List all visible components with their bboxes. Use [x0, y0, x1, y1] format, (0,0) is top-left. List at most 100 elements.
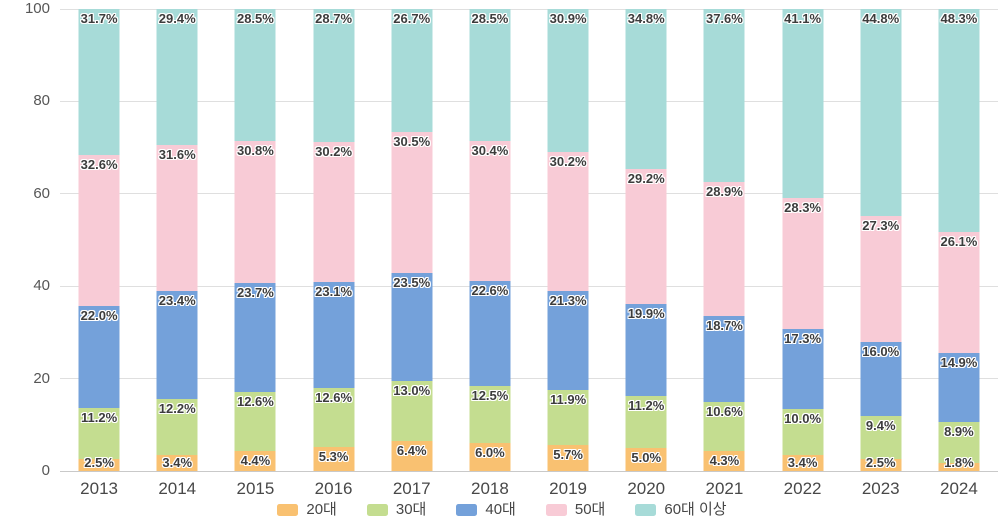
x-axis-tick-label: 2022 — [783, 479, 822, 498]
bar-segment-20대 — [860, 459, 902, 471]
bar-segment-50대 — [313, 142, 355, 282]
segment-value-label: 17.3% — [784, 331, 822, 347]
bar-segment-30대 — [938, 421, 980, 463]
segment-value-label: 14.9% — [940, 354, 978, 370]
bar-segment-40대 — [156, 290, 198, 399]
bar-column-2024: 2024 1.8% 8.9% 14.9% 26.1% 48.3% — [920, 9, 998, 498]
bar-segment-60대 이상 — [234, 9, 276, 141]
bar-segment-30대 — [78, 407, 120, 460]
stacked-bar-2017: 6.4% 13.0% 23.5% 30.5% 26.7% — [391, 8, 433, 471]
bar-segment-60대 이상 — [625, 8, 667, 170]
segment-value-label: 13.0% — [393, 383, 431, 399]
plot-area: 0 20 40 60 80 100 2013 2.5% 11.2% 22.0% 32.6% 31.7%… — [25, 1, 998, 498]
gridline-y-0 — [60, 470, 998, 472]
segment-value-label: 3.4% — [787, 455, 818, 470]
segment-value-label: 1.8% — [944, 455, 974, 470]
x-axis-tick-label: 2023 — [861, 479, 900, 498]
y-axis-tick-label: 100 — [24, 0, 50, 17]
segment-value-label: 9.4% — [865, 418, 896, 434]
bar-segment-50대 — [782, 198, 824, 330]
bar-segment-50대 — [703, 182, 745, 316]
y-axis-tick-label: 20 — [33, 369, 50, 387]
segment-value-label: 12.6% — [236, 394, 274, 410]
bar-segment-20대 — [547, 444, 589, 471]
bar-segment-20대 — [78, 459, 120, 471]
bar-segment-60대 이상 — [313, 9, 355, 143]
segment-value-label: 23.4% — [158, 292, 196, 308]
stacked-bar-2021: 4.3% 10.6% 18.7% 28.9% 37.6% — [703, 8, 745, 471]
bar-segment-60대 이상 — [782, 8, 824, 199]
bar-segment-50대 — [860, 215, 902, 343]
bar-column-2018: 2018 6.0% 12.5% 22.6% 30.4% 28.5% — [451, 9, 529, 498]
bar-segment-50대 — [469, 140, 511, 282]
segment-value-label: 22.0% — [80, 308, 118, 324]
bar-segment-40대 — [313, 281, 355, 389]
segment-value-label: 41.1% — [784, 10, 822, 26]
bar-segment-50대 — [391, 131, 433, 273]
bar-column-2019: 2019 5.7% 11.9% 21.3% 30.2% 30.9% — [529, 9, 607, 498]
segment-value-label: 23.5% — [393, 274, 431, 290]
bar-segment-60대 이상 — [391, 8, 433, 132]
legend-item-60대 이상: 60대 이상 — [635, 502, 727, 518]
segment-value-label: 19.9% — [627, 306, 665, 322]
segment-value-label: 12.6% — [315, 390, 353, 406]
segment-value-label: 2.5% — [84, 455, 114, 470]
segment-value-label: 44.8% — [862, 11, 900, 26]
legend-label: 20대 — [306, 501, 337, 518]
segment-value-label: 11.2% — [81, 409, 118, 425]
legend-item-40대: 40대 — [456, 502, 516, 518]
segment-value-label: 10.6% — [705, 404, 743, 420]
bar-segment-20대 — [234, 450, 276, 471]
segment-value-label: 10.0% — [784, 411, 822, 427]
segment-value-label: 4.4% — [240, 452, 271, 468]
bar-segment-50대 — [234, 140, 276, 283]
gridline-y-20 — [60, 378, 998, 380]
segment-value-label: 6.4% — [396, 443, 427, 459]
bar-segment-50대 — [938, 232, 980, 353]
stacked-bar-2020: 5.0% 11.2% 19.9% 29.2% 34.8% — [625, 8, 667, 471]
legend-swatch-icon — [456, 504, 478, 516]
segment-value-label: 30.2% — [315, 144, 353, 160]
segment-value-label: 28.7% — [315, 11, 353, 27]
stacked-bar-2024: 1.8% 8.9% 14.9% 26.1% 48.3% — [938, 9, 980, 471]
stacked-bar-2015: 4.4% 12.6% 23.7% 30.8% 28.5% — [234, 9, 276, 471]
bar-segment-50대 — [547, 151, 589, 292]
segment-value-label: 28.5% — [471, 11, 509, 26]
bar-segment-40대 — [625, 304, 667, 397]
bar-segment-50대 — [625, 169, 667, 305]
legend-item-30대: 30대 — [366, 502, 426, 518]
segment-value-label: 30.5% — [393, 133, 431, 149]
x-axis-tick-label: 2018 — [470, 479, 509, 498]
bar-column-2017: 2017 6.4% 13.0% 23.5% 30.5% 26.7% — [373, 8, 451, 498]
stacked-bar-2014: 3.4% 12.2% 23.4% 31.6% 29.4% — [156, 9, 198, 471]
bar-segment-30대 — [547, 389, 589, 445]
segment-value-label: 5.0% — [631, 449, 662, 465]
segment-value-label: 28.9% — [705, 184, 743, 200]
bar-segment-60대 이상 — [78, 9, 120, 156]
bar-segment-30대 — [625, 396, 667, 448]
bar-column-2020: 2020 5.0% 11.2% 19.9% 29.2% 34.8% — [607, 8, 685, 498]
stacked-bar-2023: 2.5% 9.4% 16.0% 27.3% 44.8% — [860, 9, 902, 471]
segment-value-label: 4.3% — [709, 453, 740, 469]
bar-segment-30대 — [782, 409, 824, 456]
segment-value-label: 31.6% — [158, 146, 196, 162]
bar-segment-20대 — [938, 462, 980, 471]
stacked-bar-2022: 3.4% 10.0% 17.3% 28.3% 41.1% — [782, 8, 824, 471]
bar-column-2013: 2013 2.5% 11.2% 22.0% 32.6% 31.7% — [60, 9, 138, 498]
bar-segment-40대 — [938, 352, 980, 422]
y-axis-tick-label: 80 — [33, 92, 50, 110]
segment-value-label: 37.6% — [705, 10, 743, 26]
legend-swatch-icon — [277, 504, 299, 516]
legend: 20대 30대 40대 50대 60대 이상 — [0, 502, 1004, 518]
bar-segment-20대 — [391, 441, 433, 471]
legend-swatch-icon — [545, 504, 567, 516]
segment-value-label: 28.3% — [784, 200, 822, 216]
x-axis-tick-label: 2017 — [392, 479, 431, 498]
x-axis-tick-label: 2021 — [705, 479, 744, 498]
y-axis-tick-label: 60 — [33, 184, 50, 202]
bar-segment-60대 이상 — [860, 9, 902, 216]
segment-value-label: 27.3% — [862, 217, 900, 233]
segment-value-label: 18.7% — [705, 317, 743, 333]
gridline-y-100 — [60, 8, 998, 10]
